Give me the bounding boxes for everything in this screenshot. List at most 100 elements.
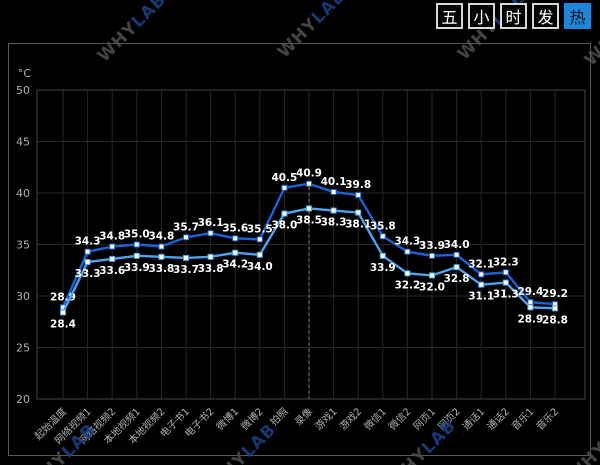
x-tick-label: 音乐2 (533, 405, 561, 433)
y-tick-label: 35 (16, 239, 30, 252)
data-point-marker (84, 248, 91, 255)
header-title-boxes: 五 小 时 发 热 (436, 3, 591, 29)
y-axis-unit-label: °C (18, 67, 32, 80)
x-tick-label: 游戏1 (312, 405, 340, 433)
x-tick-label: 网页1 (411, 406, 438, 433)
data-point-label: 34.8 (99, 231, 125, 243)
data-point-label: 39.8 (345, 179, 371, 191)
x-tick-label: 游戏2 (336, 405, 364, 433)
data-point-label: 31.1 (468, 291, 494, 303)
data-point-label: 32.1 (468, 258, 494, 270)
data-point-label: 40.1 (321, 176, 347, 188)
data-point-label: 34.3 (394, 236, 420, 248)
x-tick-label: 音乐1 (509, 405, 537, 433)
data-point-label: 32.3 (493, 256, 519, 268)
data-point-label: 28.4 (50, 318, 76, 330)
y-tick-label: 40 (16, 187, 30, 200)
data-point-marker (404, 248, 411, 255)
data-point-marker (453, 251, 460, 258)
data-point-label: 28.9 (517, 313, 543, 325)
data-point-label: 34.0 (247, 261, 273, 273)
chart-frame: 20 25 30 35 40 45 50 °C 起始温度 网络视频1 网络视频2 本地视频1 本地视频2… (8, 43, 591, 456)
data-point-marker (158, 253, 165, 260)
data-point-label: 38.0 (271, 220, 297, 232)
data-point-label: 33.9 (370, 262, 396, 274)
data-point-marker (232, 249, 239, 256)
data-point-marker (355, 209, 362, 216)
watermark-text-blue: LAB (308, 0, 351, 29)
data-point-marker (478, 281, 485, 288)
plot-border (36, 89, 586, 400)
data-point-marker (183, 254, 189, 261)
data-point-label: 31.3 (493, 289, 519, 301)
data-point-label: 33.8 (198, 263, 224, 275)
data-point-label: 33.7 (173, 264, 199, 276)
header-char-box-1: 五 (436, 3, 463, 29)
data-point-label: 33.6 (99, 265, 125, 277)
data-point-label: 34.0 (444, 239, 470, 251)
data-point-label: 33.3 (75, 268, 101, 280)
data-point-marker (379, 252, 386, 259)
data-point-label: 34.3 (75, 236, 101, 248)
header-char-box-2: 小 (468, 3, 495, 29)
data-point-marker (207, 230, 214, 237)
data-point-marker (158, 243, 165, 250)
watermark-text-blue: LAB (128, 0, 171, 33)
data-point-label: 34.2 (222, 259, 248, 271)
data-point-marker (527, 304, 534, 311)
x-tick-label: 微博2 (238, 405, 266, 433)
data-point-marker (453, 264, 460, 271)
y-tick-label: 45 (16, 136, 30, 149)
data-point-marker (502, 269, 509, 276)
data-point-label: 38.5 (296, 214, 322, 226)
x-tick-label: 通话1 (460, 406, 487, 433)
header-char-box-highlighted: 热 (564, 3, 591, 29)
data-point-marker (429, 252, 435, 259)
data-point-label: 32.8 (444, 273, 470, 285)
x-tick-label: 拍照 (267, 405, 290, 428)
data-point-label: 32.2 (394, 279, 420, 291)
data-point-marker (60, 309, 66, 316)
data-point-marker (109, 243, 116, 250)
data-point-label: 29.4 (517, 286, 543, 298)
data-point-label: 35.5 (247, 223, 273, 235)
data-point-label: 36.1 (198, 217, 224, 229)
data-point-marker (109, 255, 116, 262)
data-point-label: 40.9 (296, 168, 322, 180)
x-tick-label: 通话2 (485, 406, 512, 433)
data-point-marker (429, 272, 435, 279)
data-point-marker (133, 252, 140, 259)
data-point-label: 40.5 (271, 172, 297, 184)
x-tick-label: 录像 (292, 406, 315, 429)
y-tick-label: 20 (16, 393, 30, 406)
y-tick-label: 30 (16, 290, 30, 303)
data-point-marker (232, 235, 239, 242)
temperature-line-chart: 20253035404550°C起始温度网络视频1网络视频2本地视频1本地视频2… (16, 67, 586, 447)
y-tick-label: 50 (16, 84, 30, 97)
data-point-marker (306, 180, 312, 187)
header-char-box-4: 发 (532, 3, 559, 29)
data-point-marker (502, 279, 509, 286)
data-point-marker (330, 207, 337, 214)
y-tick-label: 25 (16, 342, 30, 355)
data-point-marker (256, 251, 263, 258)
data-point-marker (84, 259, 91, 266)
data-point-label: 38.3 (321, 217, 347, 229)
data-point-marker (183, 234, 189, 241)
data-point-label: 32.0 (419, 281, 445, 293)
data-point-marker (478, 271, 485, 278)
data-point-label: 35.7 (173, 221, 199, 233)
header-char-box-3: 时 (500, 3, 527, 29)
data-point-marker (281, 210, 288, 217)
data-point-label: 33.8 (148, 263, 174, 275)
data-point-label: 34.8 (148, 231, 174, 243)
data-point-label: 29.2 (542, 288, 568, 300)
data-point-label: 35.8 (370, 220, 396, 232)
data-point-label: 38.1 (345, 219, 371, 231)
x-tick-label: 网页2 (436, 406, 463, 433)
data-point-marker (355, 192, 362, 199)
data-point-marker (330, 188, 337, 195)
data-point-marker (133, 241, 140, 248)
data-point-label: 28.8 (542, 314, 568, 326)
